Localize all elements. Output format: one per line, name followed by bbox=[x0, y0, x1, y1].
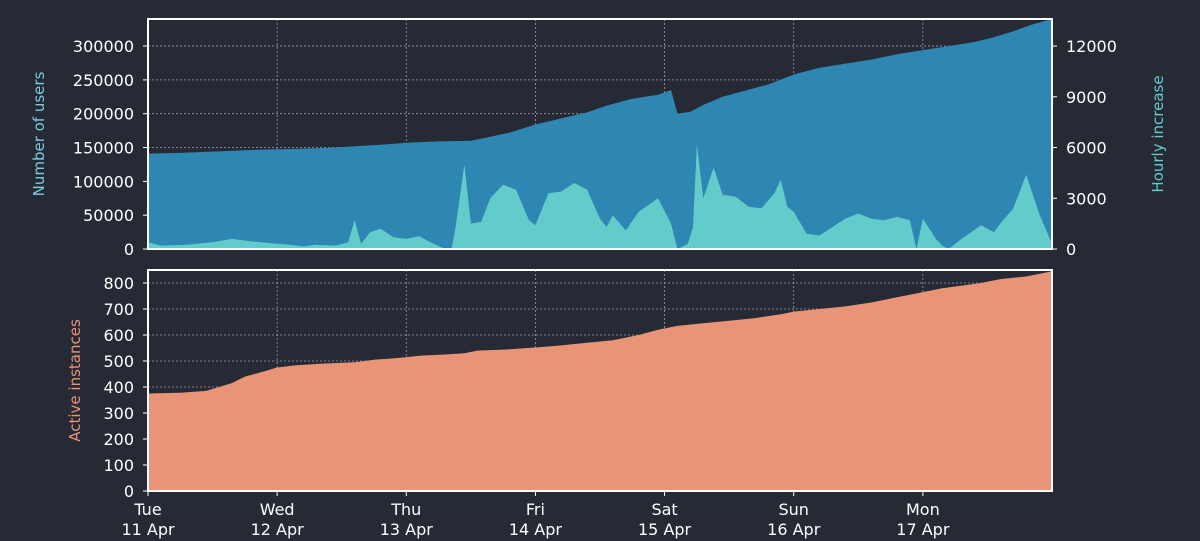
users-panel: 0 50000 100000 150000 200000 250000 300000 0 30… bbox=[30, 18, 1167, 259]
date-tick-date: 14 Apr bbox=[509, 520, 563, 539]
users-y-tick-label: 50000 bbox=[83, 206, 134, 225]
users-panel-frame bbox=[147, 18, 1053, 250]
hourly-y-tick-label: 9000 bbox=[1066, 88, 1107, 107]
hourly-y-tick-label: 3000 bbox=[1066, 189, 1107, 208]
date-tick-date: 12 Apr bbox=[251, 520, 305, 539]
hourly-y-tick-label: 0 bbox=[1066, 240, 1076, 259]
date-tick-weekday: Sun bbox=[778, 500, 808, 519]
instances-y-tick-label: 600 bbox=[103, 326, 134, 345]
date-tick-weekday: Wed bbox=[260, 500, 295, 519]
instances-y-axis-ticks: 0 100 200 300 400 500 600 700 800 bbox=[103, 274, 148, 501]
instances-panel-frame bbox=[147, 269, 1053, 492]
date-tick-weekday: Fri bbox=[526, 500, 545, 519]
date-tick-date: 15 Apr bbox=[638, 520, 692, 539]
hourly-y-axis-ticks: 0 3000 6000 9000 12000 bbox=[1052, 37, 1117, 259]
date-tick-date: 13 Apr bbox=[380, 520, 434, 539]
instances-y-tick-label: 0 bbox=[124, 482, 134, 501]
date-tick-weekday: Mon bbox=[906, 500, 940, 519]
date-tick-weekday: Thu bbox=[390, 500, 421, 519]
date-tick-weekday: Tue bbox=[133, 500, 161, 519]
users-y-tick-label: 300000 bbox=[73, 37, 134, 56]
hourly-increase-area-series bbox=[148, 144, 1052, 249]
instances-y-tick-label: 400 bbox=[103, 378, 134, 397]
users-y-axis-label: Number of users bbox=[30, 71, 48, 196]
instances-y-tick-label: 300 bbox=[103, 404, 134, 423]
instances-y-tick-label: 800 bbox=[103, 274, 134, 293]
instances-y-tick-label: 500 bbox=[103, 352, 134, 371]
users-y-tick-label: 200000 bbox=[73, 105, 134, 124]
hourly-y-axis-label: Hourly increase bbox=[1149, 75, 1167, 192]
instances-y-tick-label: 100 bbox=[103, 456, 134, 475]
hourly-y-tick-label: 12000 bbox=[1066, 37, 1117, 56]
instances-y-tick-label: 700 bbox=[103, 300, 134, 319]
date-tick-date: 11 Apr bbox=[121, 520, 175, 539]
users-y-tick-label: 100000 bbox=[73, 172, 134, 191]
instances-panel: 0 100 200 300 400 500 600 700 800 Active instanc… bbox=[66, 269, 1053, 501]
users-y-tick-label: 150000 bbox=[73, 139, 134, 158]
users-y-tick-label: 0 bbox=[124, 240, 134, 259]
date-tick-date: 17 Apr bbox=[896, 520, 950, 539]
hourly-y-tick-label: 6000 bbox=[1066, 139, 1107, 158]
date-tick-date: 16 Apr bbox=[767, 520, 821, 539]
users-area-series bbox=[148, 19, 1052, 249]
users-y-axis-ticks: 0 50000 100000 150000 200000 250000 300000 bbox=[73, 37, 148, 259]
instances-y-tick-label: 200 bbox=[103, 430, 134, 449]
users-y-tick-label: 250000 bbox=[73, 71, 134, 90]
instances-y-axis-label: Active instances bbox=[66, 319, 84, 442]
instances-area-series bbox=[148, 271, 1052, 491]
date-tick-weekday: Sat bbox=[651, 500, 677, 519]
